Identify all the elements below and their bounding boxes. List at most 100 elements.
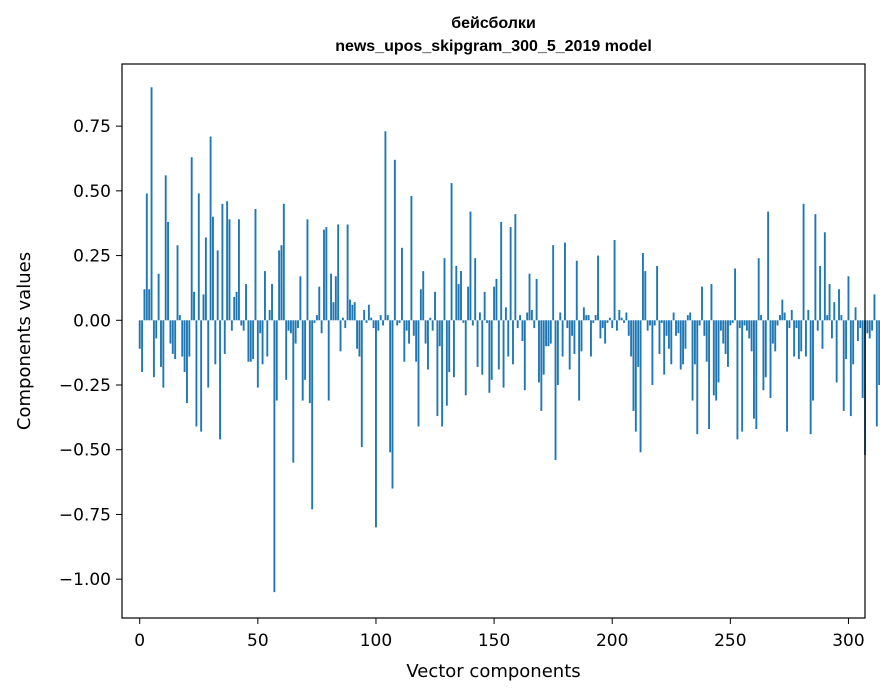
bar bbox=[613, 240, 616, 321]
bar bbox=[764, 320, 767, 378]
bar bbox=[275, 320, 278, 401]
bar bbox=[568, 320, 571, 370]
bar bbox=[585, 315, 588, 321]
bar bbox=[599, 320, 602, 339]
bar bbox=[561, 320, 564, 357]
bar bbox=[226, 201, 229, 321]
bar bbox=[351, 304, 354, 321]
bar bbox=[540, 320, 543, 411]
bar bbox=[774, 320, 777, 352]
bar bbox=[743, 320, 746, 326]
bar bbox=[311, 320, 314, 510]
bar bbox=[821, 320, 824, 349]
bar bbox=[384, 131, 387, 321]
bar bbox=[145, 193, 148, 321]
bar bbox=[627, 320, 630, 336]
bar bbox=[682, 320, 685, 365]
bar bbox=[178, 315, 181, 321]
bar bbox=[783, 312, 786, 321]
bar bbox=[245, 284, 247, 321]
bar bbox=[188, 320, 191, 357]
bar bbox=[738, 320, 741, 329]
bar bbox=[736, 320, 739, 440]
bar bbox=[259, 320, 262, 334]
bar bbox=[745, 320, 748, 331]
bar bbox=[356, 320, 359, 349]
bar bbox=[464, 320, 467, 396]
bar bbox=[261, 320, 264, 365]
bar bbox=[403, 320, 406, 362]
bar bbox=[313, 320, 316, 323]
bar bbox=[287, 320, 290, 331]
bar bbox=[573, 320, 576, 354]
bar bbox=[266, 320, 269, 357]
bar bbox=[771, 320, 774, 344]
bar-series bbox=[138, 87, 880, 593]
bar bbox=[334, 276, 337, 321]
bar bbox=[289, 320, 292, 334]
bar bbox=[427, 320, 429, 370]
bar bbox=[649, 320, 651, 326]
chart-subtitle: news_upos_skipgram_300_5_2019 model bbox=[335, 38, 652, 55]
bar bbox=[514, 214, 517, 321]
bar bbox=[377, 320, 380, 331]
bar bbox=[398, 320, 401, 323]
bar bbox=[547, 320, 550, 347]
bar bbox=[460, 271, 462, 321]
bar bbox=[816, 320, 819, 331]
bar bbox=[278, 250, 281, 321]
y-tick-label: −0.50 bbox=[59, 441, 111, 461]
bar bbox=[554, 320, 557, 461]
bar bbox=[327, 320, 330, 401]
bar bbox=[519, 315, 522, 321]
bar bbox=[856, 320, 859, 341]
bar bbox=[138, 320, 141, 349]
bar bbox=[871, 320, 874, 331]
x-axis-label: Vector components bbox=[406, 661, 580, 682]
bar bbox=[410, 196, 413, 321]
bar bbox=[273, 320, 276, 593]
bar bbox=[271, 284, 273, 321]
bar bbox=[504, 307, 507, 321]
bar bbox=[795, 320, 798, 329]
bar bbox=[717, 320, 720, 383]
bar bbox=[396, 320, 399, 326]
bar bbox=[760, 315, 762, 321]
bar bbox=[256, 320, 259, 388]
bar bbox=[866, 320, 869, 334]
bar bbox=[658, 320, 661, 354]
bar bbox=[618, 309, 621, 321]
bar bbox=[320, 320, 323, 334]
bar bbox=[457, 284, 460, 321]
bar bbox=[214, 320, 217, 365]
bar bbox=[235, 291, 238, 321]
bar bbox=[228, 219, 231, 321]
bar bbox=[150, 87, 153, 321]
bar bbox=[578, 320, 581, 401]
bar bbox=[389, 320, 392, 453]
bar bbox=[623, 320, 625, 323]
bar bbox=[705, 320, 708, 362]
y-tick-label: −1.00 bbox=[59, 570, 111, 590]
bar bbox=[710, 284, 713, 321]
bar bbox=[455, 265, 458, 321]
bar bbox=[802, 203, 805, 321]
bar bbox=[781, 299, 784, 321]
bar bbox=[315, 315, 318, 321]
bar bbox=[143, 289, 146, 321]
bar bbox=[353, 302, 356, 321]
bar bbox=[375, 320, 377, 528]
bar bbox=[847, 276, 850, 321]
bar bbox=[828, 284, 831, 321]
bar bbox=[833, 302, 836, 321]
bar bbox=[809, 320, 812, 435]
bar bbox=[419, 289, 422, 321]
bar bbox=[804, 320, 807, 357]
bar bbox=[606, 320, 609, 323]
bar bbox=[391, 320, 394, 489]
bar bbox=[223, 320, 226, 354]
bar bbox=[507, 320, 510, 357]
bar bbox=[323, 229, 325, 321]
bar bbox=[644, 271, 647, 321]
